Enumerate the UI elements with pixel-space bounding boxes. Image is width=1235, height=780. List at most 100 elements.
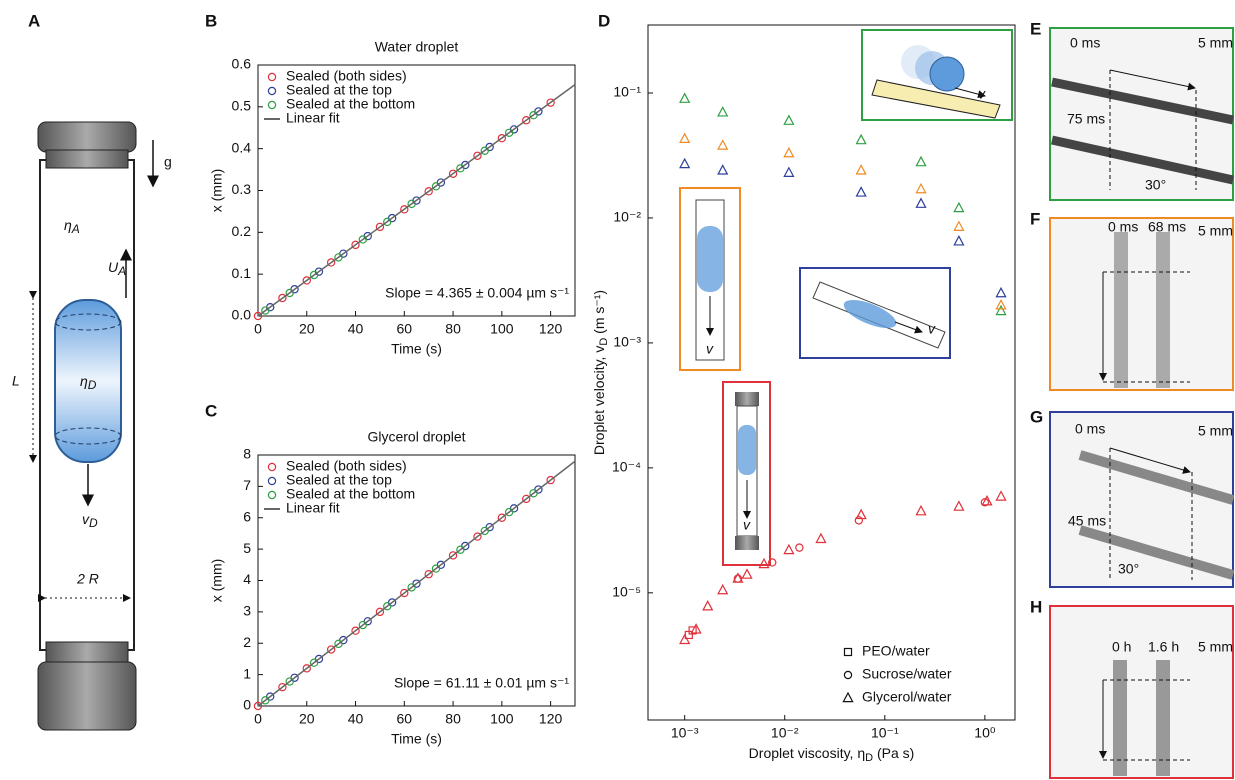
marker [351, 626, 360, 635]
y-tick-label: 10⁻² [613, 209, 641, 225]
y-tick-label: 0.2 [232, 223, 252, 239]
marker [758, 557, 770, 569]
legend-label: Sealed at the bottom [286, 96, 415, 112]
y-tick-label: 0.5 [232, 98, 252, 114]
cap [735, 392, 759, 406]
label: L [12, 373, 20, 389]
arrow [1109, 447, 1191, 474]
legend-label: Linear fit [286, 500, 340, 516]
inset-label: v [928, 321, 936, 337]
marker [953, 201, 965, 213]
photo-panels: E 0 ms 75 ms 5 mm 30° F 0 ms 68 ms 5 mm … [1030, 19, 1235, 779]
marker [717, 583, 729, 595]
marker [424, 187, 433, 196]
inset-label: v [978, 86, 986, 102]
tube [1051, 77, 1234, 125]
marker [480, 146, 489, 155]
marker [358, 235, 368, 244]
x-tick-label: 80 [445, 321, 461, 337]
x-tick-label: 10⁻¹ [871, 725, 899, 741]
marker [267, 86, 277, 96]
drop [697, 226, 723, 292]
marker [855, 508, 867, 520]
panel-letter: A [28, 11, 40, 30]
marker [383, 602, 392, 611]
y-tick-label: 10⁻⁵ [612, 584, 641, 600]
marker [400, 205, 409, 214]
marker [529, 110, 538, 120]
marker [267, 490, 277, 500]
panel-letter: H [1030, 597, 1042, 616]
time-label: 1.6 h [1148, 639, 1179, 655]
x-tick-label: 60 [397, 321, 413, 337]
time-label: 0 h [1112, 639, 1131, 655]
tube [1051, 135, 1234, 185]
marker [334, 253, 343, 262]
marker [953, 235, 965, 246]
marker [953, 220, 965, 231]
marker [843, 647, 853, 657]
marker [309, 270, 319, 280]
marker [253, 311, 263, 321]
y-tick-label: 0.0 [232, 307, 252, 323]
marker [783, 114, 795, 125]
marker [679, 92, 691, 103]
marker [383, 217, 392, 227]
marker [253, 701, 263, 711]
panel-letter: D [598, 11, 610, 30]
fit-line [257, 460, 576, 707]
panel-letter: C [205, 401, 217, 420]
legend-label: Sucrose/water [862, 666, 952, 682]
axis-label-part: (m s⁻¹) [591, 290, 607, 338]
marker [278, 293, 287, 303]
marker [309, 658, 319, 667]
marker [407, 199, 416, 209]
ramp [871, 79, 1001, 119]
legend-label: Sealed (both sides) [286, 68, 407, 84]
droplet-rim [54, 427, 122, 445]
marker [768, 558, 777, 567]
marker [783, 146, 795, 158]
tube [1078, 450, 1235, 505]
arrow [1109, 69, 1196, 91]
chart-title: Water droplet [375, 39, 459, 55]
marker [546, 475, 555, 485]
y-tick-label: 7 [243, 477, 251, 493]
drop [843, 300, 897, 328]
marker [915, 197, 927, 208]
droplet-rim [54, 313, 122, 331]
marker [741, 568, 753, 579]
marker [358, 620, 368, 630]
scale-label: 5 mm [1198, 639, 1233, 655]
x-tick-label: 100 [490, 321, 514, 337]
inset-label: v [743, 517, 751, 533]
marker [285, 288, 294, 298]
marker [953, 500, 965, 511]
marker [480, 526, 489, 536]
marker [267, 476, 277, 486]
marker [497, 513, 507, 522]
label: vD [82, 511, 98, 530]
x-tick-label: 10⁻² [771, 725, 799, 741]
annotation: Slope = 61.11 ± 0.01 µm s⁻¹ [394, 675, 569, 691]
marker [702, 600, 714, 611]
marker [278, 682, 287, 692]
legend-label: Linear fit [286, 110, 340, 126]
scale-label: 5 mm [1198, 35, 1233, 51]
marker [733, 574, 743, 583]
x-tick-label: 120 [539, 321, 563, 337]
time-label: 68 ms [1148, 219, 1186, 235]
marker [522, 494, 531, 504]
plot-frame [647, 24, 1016, 721]
y-tick-label: 0.6 [232, 56, 252, 72]
inset-label: v [706, 341, 714, 357]
marker [334, 639, 343, 649]
annotation: Slope = 4.365 ± 0.004 µm s⁻¹ [385, 285, 569, 301]
y-tick-label: 2 [243, 634, 251, 650]
marker [843, 670, 853, 680]
marker [688, 626, 697, 635]
marker [529, 489, 538, 498]
tube [1113, 660, 1127, 776]
marker [795, 543, 804, 552]
